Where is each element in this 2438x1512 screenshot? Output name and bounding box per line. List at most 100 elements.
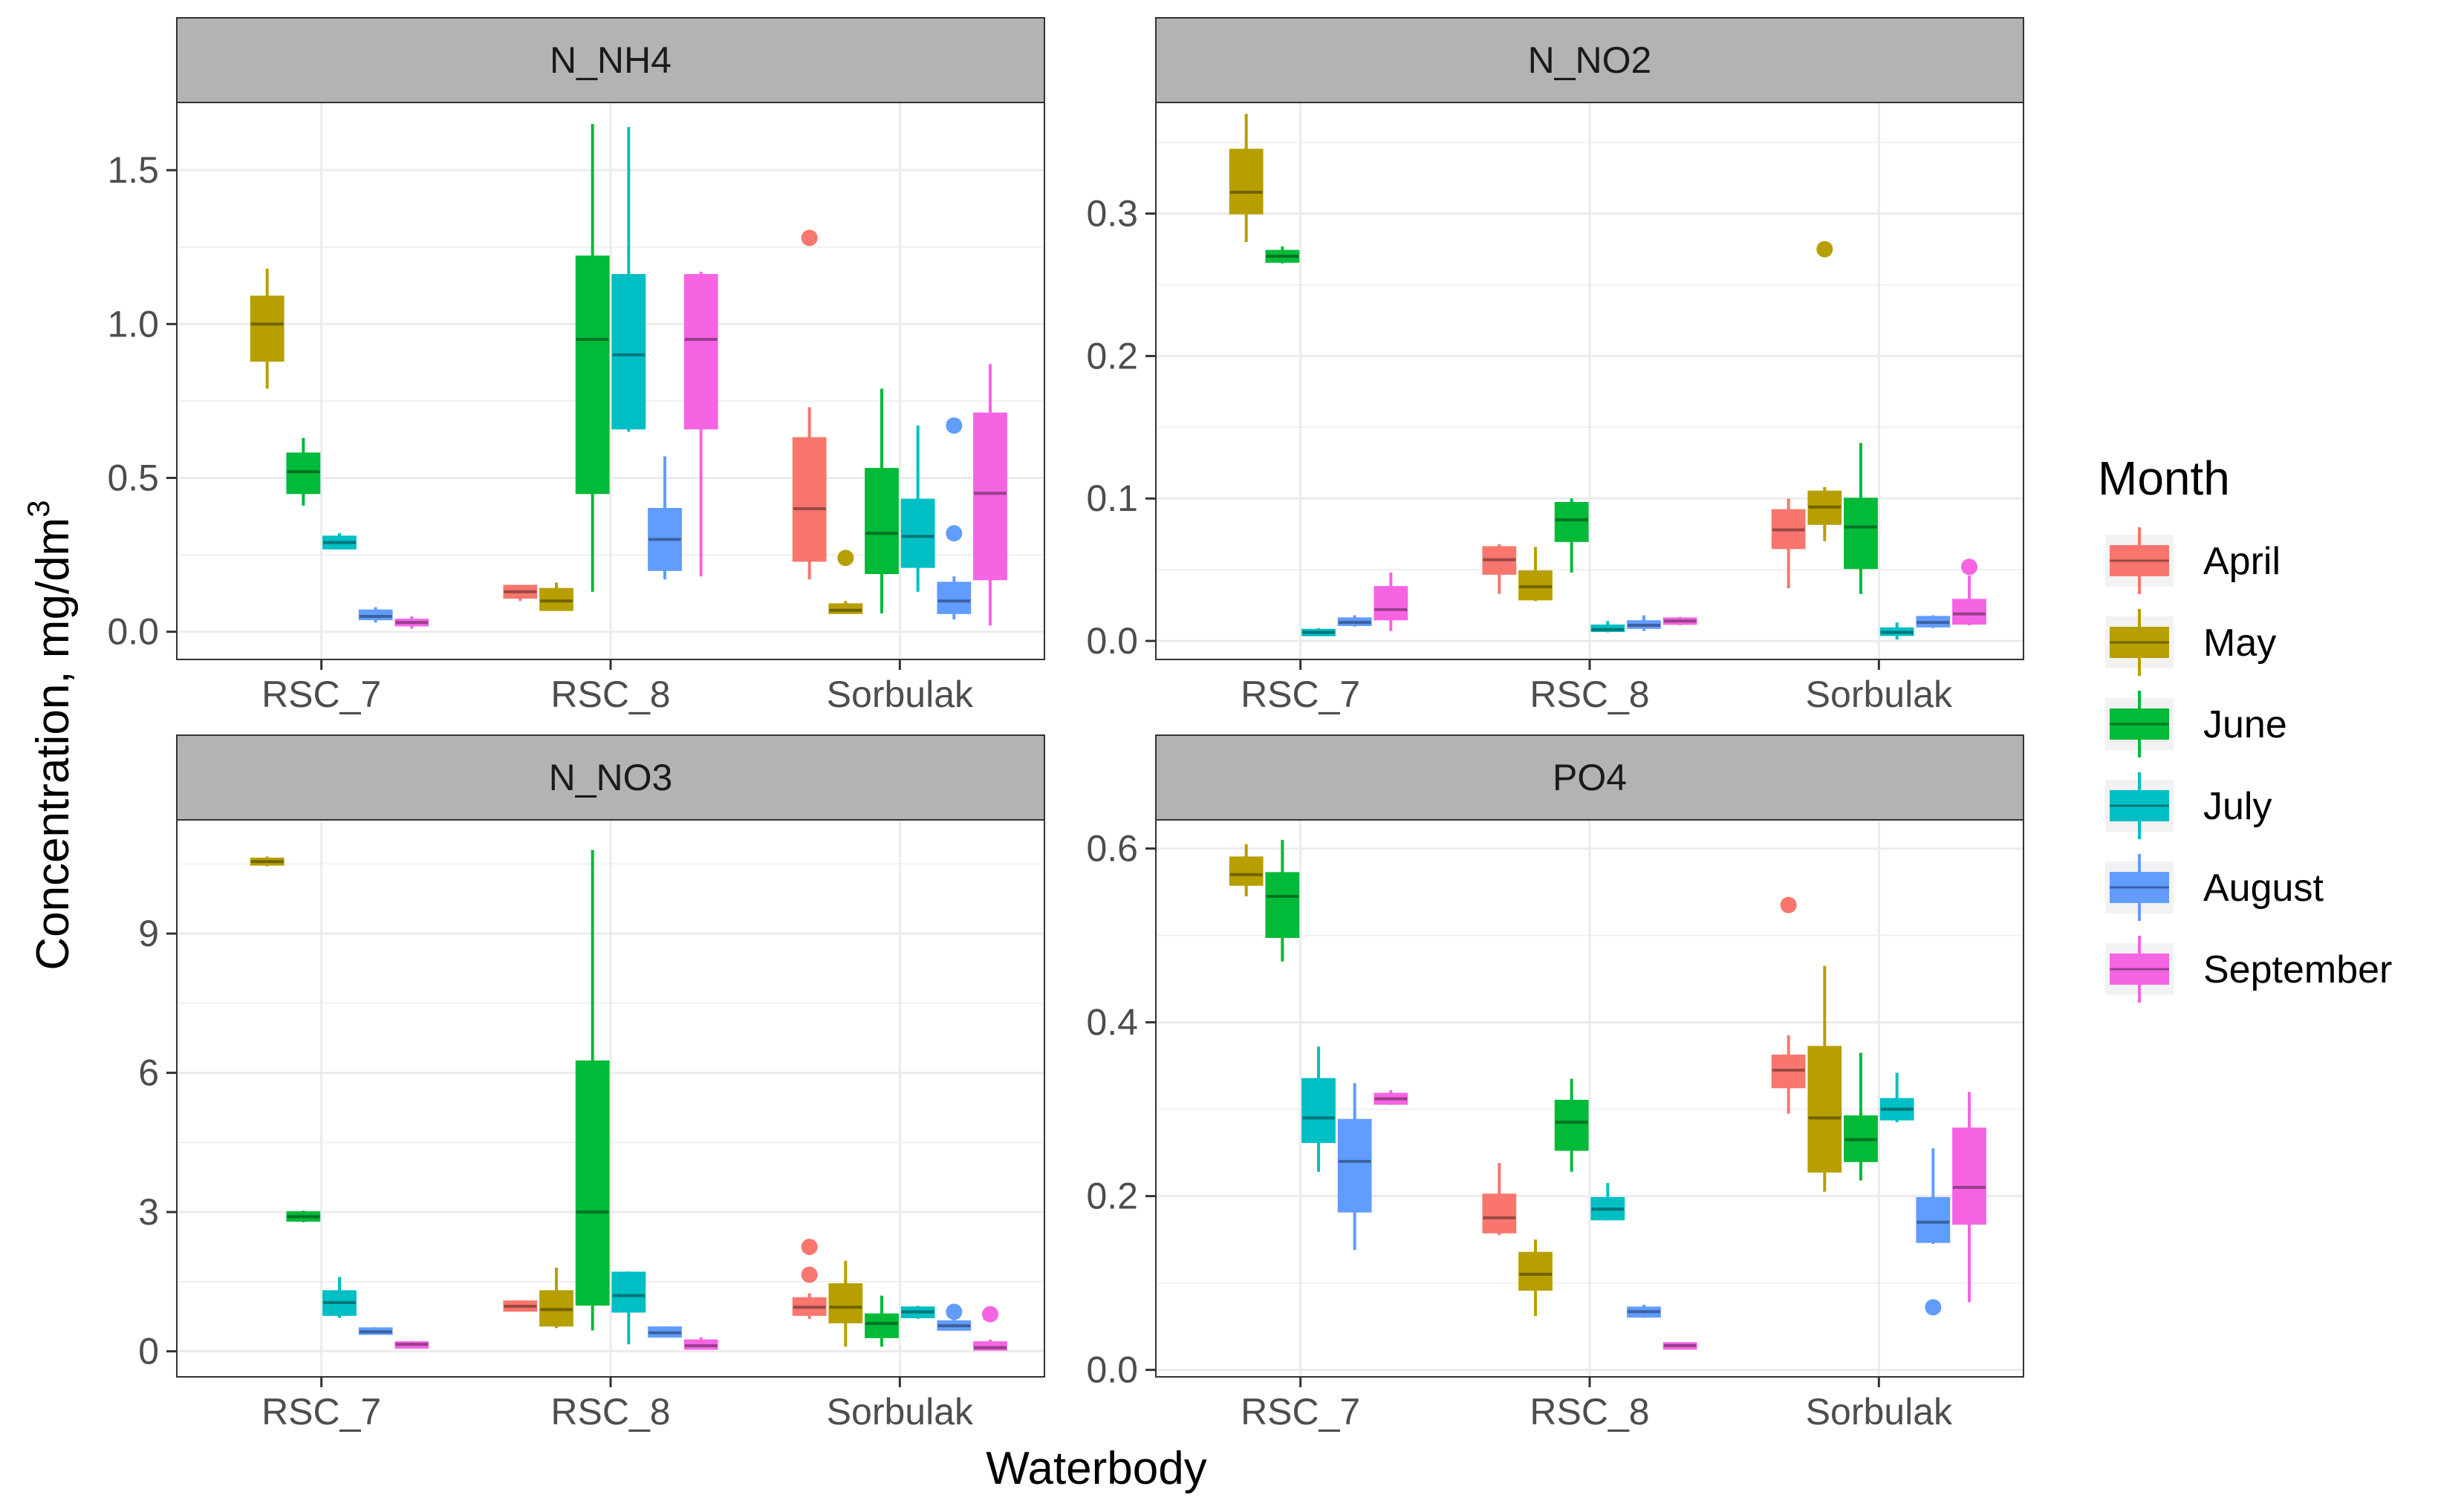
box-outlier [946,1303,963,1320]
box-body [358,609,393,621]
box-rsc-8-april [1482,544,1517,594]
box-body [792,437,827,562]
y-tick-label: 9 [138,913,159,954]
box-body [865,468,899,574]
box-sorbulak-september [973,364,1007,626]
box-rsc-8-august [648,1326,682,1338]
strip-background [176,17,1045,103]
box-rsc-8-june [1554,498,1589,573]
box-sorbulak-july [1879,1072,1914,1123]
strip-background [176,734,1045,821]
strip-background [1155,734,2024,821]
box-rsc-7-july [1301,628,1336,636]
y-tick-label: 0.0 [107,611,159,653]
panel-po4: PO4 0.0 0.2 0.4 0.6 RSC_7 RSC_8 Sorbulak [1086,734,2024,1433]
box-sorbulak-may [1807,965,1842,1192]
box-body [865,1313,899,1338]
box-rsc-8-september [1662,616,1697,625]
panel-n-nh4: N_NH4 0.0 0.5 1.0 1.5 RSC_7 RSC_8 Sorbulak [107,17,1045,715]
box-rsc-7-july [322,1277,357,1318]
box-body [1916,1196,1951,1243]
box-sorbulak-june [1844,443,1878,594]
legend-item-may: May [2105,609,2276,676]
x-tick-label: RSC_8 [1530,674,1649,715]
box-rsc-7-july [1301,1046,1336,1172]
box-rsc-8-july [611,127,646,432]
box-sorbulak-may [828,550,863,614]
y-tick-label: 0.2 [1086,335,1138,377]
box-rsc-8-may [1518,1239,1553,1317]
box-body [1952,599,1986,625]
box-body [1952,1127,1986,1225]
x-tick-label: RSC_7 [1241,674,1360,715]
legend-item-june: June [2105,691,2287,757]
box-sorbulak-august [937,417,972,620]
box-body [973,412,1007,581]
y-axis-title: Concentration, mg/dm3 [21,500,79,970]
box-rsc-8-august [1627,1304,1661,1318]
y-axis-title-superscript: 3 [21,500,56,517]
box-rsc-7-september [1374,572,1408,631]
box-sorbulak-april [792,1239,827,1319]
box-sorbulak-april [1771,498,1806,589]
box-rsc-7-august [1337,615,1372,627]
strip-label: PO4 [1553,757,1627,798]
x-tick-label: RSC_8 [550,1391,670,1433]
legend-label: April [2203,540,2281,583]
y-tick-label: 0.5 [107,457,159,499]
box-sorbulak-june [865,1295,899,1347]
y-tick-label: 0.0 [1086,620,1138,662]
y-tick-label: 3 [138,1191,159,1233]
x-tick-label: RSC_7 [261,1391,381,1433]
box-rsc-7-august [1337,1083,1372,1251]
y-tick-label: 0.3 [1086,193,1138,235]
x-tick-label: Sorbulak [827,1391,974,1433]
box-body [900,498,935,568]
box-body [937,581,972,614]
y-tick-label: 1.5 [107,149,159,191]
box-body [611,274,646,430]
box-rsc-7-may [250,856,285,867]
legend-label: September [2203,948,2392,991]
box-rsc-8-april [503,1300,538,1312]
box-sorbulak-july [1879,622,1914,640]
box-rsc-7-august [358,607,393,623]
y-tick-label: 0.4 [1086,1002,1138,1043]
box-outlier [1961,558,1977,576]
box-body [1374,586,1408,621]
box-rsc-8-may [539,1268,573,1329]
box-outlier [1925,1299,1942,1316]
legend: Month April May June July August September [2098,452,2392,1003]
legend-label: June [2203,703,2287,746]
box-sorbulak-september [1952,558,1986,625]
box-body [828,1283,863,1323]
box-rsc-8-june [1554,1078,1589,1172]
box-rsc-7-september [1374,1089,1408,1105]
box-rsc-8-july [1590,1183,1625,1221]
y-tick-label: 1.0 [107,303,159,345]
box-rsc-8-may [1518,547,1553,602]
box-body [1265,872,1300,938]
x-tick-label: Sorbulak [827,674,974,715]
box-sorbulak-august [1916,1148,1951,1316]
box-sorbulak-april [792,229,827,580]
box-outlier [801,1239,818,1255]
y-tick-label: 0.6 [1086,828,1138,870]
x-tick-label: RSC_8 [550,674,670,715]
box-rsc-7-september [394,1340,429,1349]
strip-label: N_NO2 [1528,39,1652,81]
box-sorbulak-august [937,1303,972,1331]
box-rsc-7-may [250,268,285,389]
legend-item-july: July [2105,772,2272,839]
y-tick-label: 0.0 [1086,1349,1138,1391]
legend-item-august: August [2105,854,2324,921]
legend-title: Month [2098,452,2230,505]
box-outlier [982,1306,998,1323]
box-body [1554,1099,1589,1151]
box-body [1554,502,1589,542]
box-outlier [946,525,963,542]
box-body [611,1271,646,1313]
box-sorbulak-august [1916,615,1951,628]
